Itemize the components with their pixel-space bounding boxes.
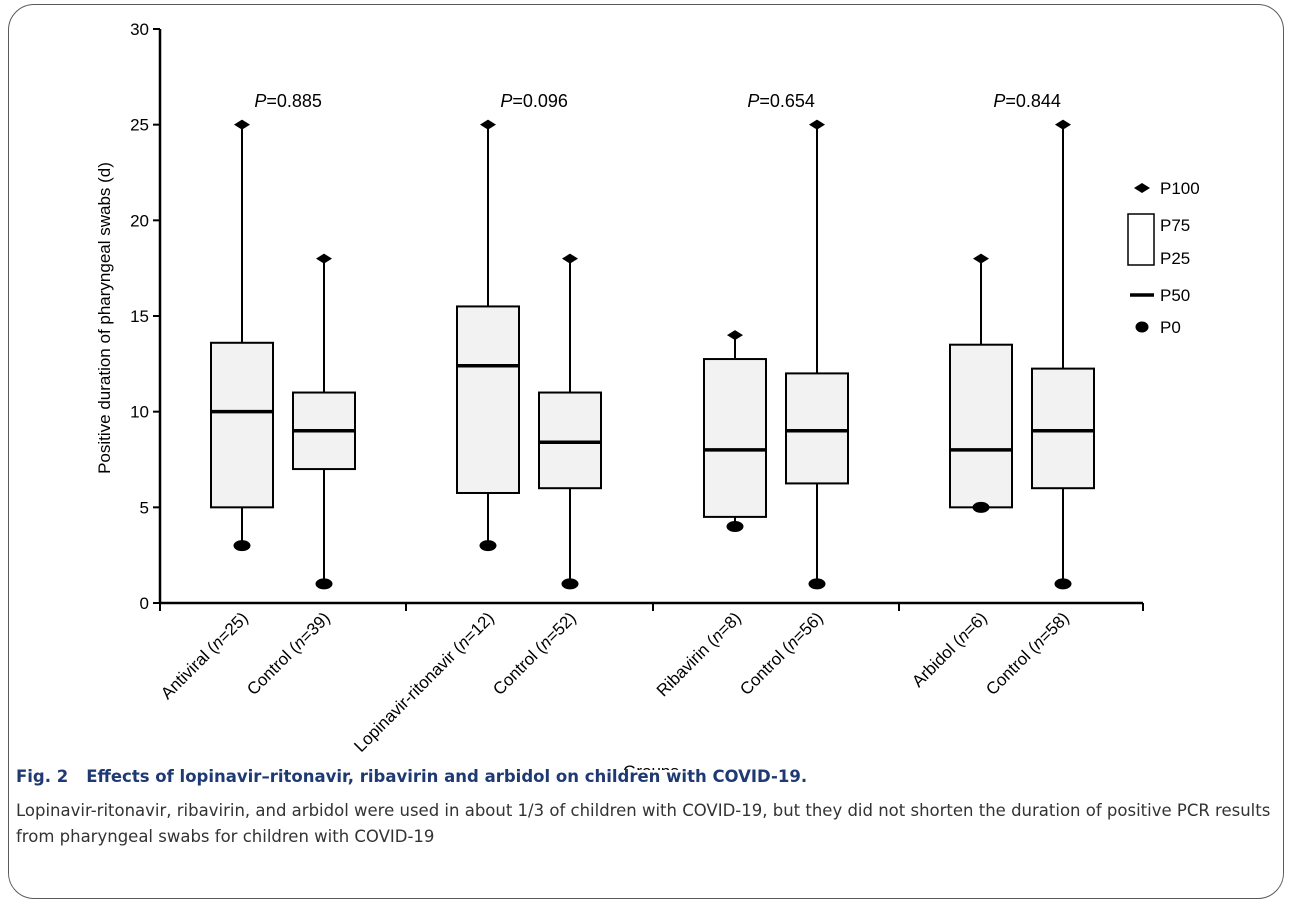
x-tick-label: Ribavirin (n=8) [653,608,745,700]
y-tick-label: 10 [130,403,149,422]
y-axis-label: Positive duration of pharyngeal swabs (d… [95,162,114,474]
legend-label: P50 [1160,286,1190,305]
p0-marker [479,540,497,552]
legend-p100-marker [1134,183,1150,193]
x-tick-label: Antiviral (n=25) [157,608,252,703]
box-p25-p75 [456,305,520,494]
figure-caption: Fig. 2 Effects of lopinavir–ritonavir, ri… [16,767,1278,850]
box-p25-p75 [210,341,274,509]
p100-marker [727,330,743,341]
p0-marker [726,520,744,532]
p0-marker [315,578,333,590]
p-value-label: P=0.885 [254,91,322,111]
figure-frame [8,4,1284,899]
box-p25-p75 [785,372,849,485]
y-tick-label: 5 [140,498,149,517]
p-value-label: P=0.844 [993,91,1061,111]
x-tick-label: Control (n=56) [736,608,827,699]
legend-label: P75 [1160,216,1190,235]
figure-number: Fig. 2 [16,767,69,786]
x-tick-label: Control (n=39) [243,608,334,699]
legend-label: P25 [1160,249,1190,268]
x-tick-label: Arbidol (n=6) [908,608,991,691]
caption-title-line: Fig. 2 Effects of lopinavir–ritonavir, ri… [16,767,1278,786]
box-p25-p75 [949,343,1013,509]
y-tick-label: 30 [130,20,149,39]
box-p25-p75 [538,391,602,490]
p-value-label: P=0.654 [747,91,815,111]
x-tick-label: Control (n=58) [982,608,1073,699]
y-tick-label: 0 [140,594,149,613]
p100-marker [1055,119,1071,130]
y-tick-label: 20 [130,211,149,230]
p100-marker [562,253,578,264]
p100-marker [234,119,250,130]
box-p25-p75 [703,358,767,518]
p100-marker [809,119,825,130]
legend-p0-marker [1135,321,1149,333]
legend-label: P100 [1160,179,1200,198]
p100-marker [480,119,496,130]
p0-marker [808,578,826,590]
x-tick-label: Lopinavir-ritonavir (n=12) [350,608,497,755]
p-value-label: P=0.096 [500,91,568,111]
p100-marker [316,253,332,264]
figure-title: Effects of lopinavir–ritonavir, ribaviri… [86,767,808,786]
y-tick-label: 25 [130,116,149,135]
p0-marker [972,501,990,513]
p0-marker [1054,578,1072,590]
legend-box-marker [1127,213,1155,266]
box-plot-chart: 0 5 10 15 20 25 30 Positive duration of pharyng… [95,20,1200,770]
caption-body: Lopinavir-ritonavir, ribavirin, and arbi… [16,801,1271,846]
box-p25-p75 [1031,367,1095,490]
x-tick-label: Control (n=52) [489,608,580,699]
x-axis-label: Groups [623,762,679,770]
p100-marker [973,253,989,264]
y-tick-label: 15 [130,307,149,326]
p0-marker [233,540,251,552]
legend-label: P0 [1160,318,1181,337]
p0-marker [561,578,579,590]
